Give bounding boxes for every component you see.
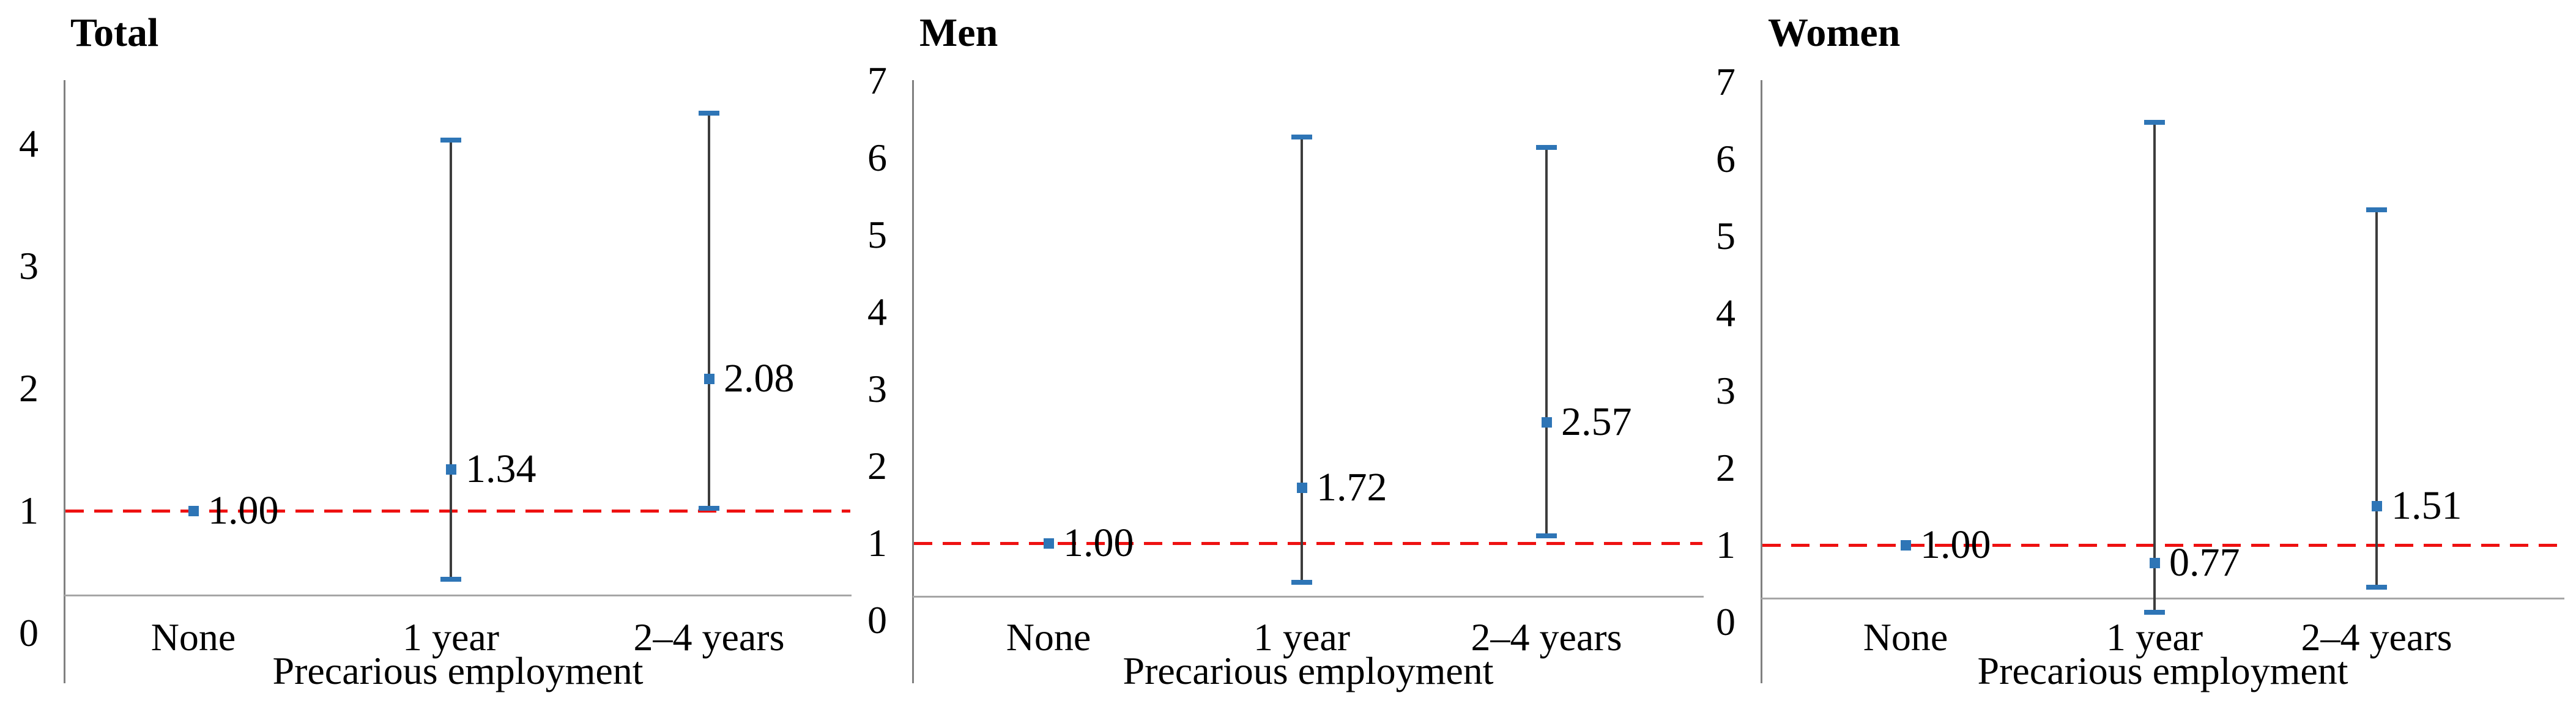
point-marker [188,506,199,516]
y-axis-line [64,80,65,683]
y-tick-label: 0 [19,611,39,655]
point-marker [446,464,456,475]
x-axis-title: Precarious employment [1123,649,1494,692]
y-tick-label: 4 [1716,291,1735,335]
data-label: 1.00 [1920,522,1991,567]
error-bar-cap-bottom [2366,585,2387,590]
panel-title: Women [1768,10,1901,55]
category-label: None [150,615,236,659]
error-bar-cap-bottom [1291,580,1312,585]
panel-title: Men [919,10,998,55]
error-bar-line [2375,210,2378,587]
y-tick-label: 1 [19,489,39,532]
y-tick-label: 3 [19,244,39,287]
x-axis-line [913,596,1704,598]
reference-line [65,510,850,513]
y-tick-label: 4 [867,290,887,333]
error-bar-cap-bottom [2144,610,2165,615]
data-label: 0.77 [2169,540,2240,585]
x-axis-title: Precarious employment [1977,649,2348,692]
y-tick-label: 6 [1716,137,1735,180]
y-axis-line [912,80,914,683]
category-label: 2–4 years [2301,615,2452,659]
y-tick-label: 7 [867,59,887,102]
error-bar-line [2153,122,2156,612]
point-marker [1901,540,1911,551]
x-axis-title: Precarious employment [272,649,644,692]
y-tick-label: 5 [867,213,887,256]
error-bar-line [1301,137,1303,582]
error-bar-line [1545,147,1548,536]
y-tick-label: 2 [867,444,887,488]
y-tick-label: 2 [19,366,39,410]
x-axis-line [1761,598,2564,599]
error-bar-cap-top [1291,135,1312,139]
error-bar-cap-top [699,111,719,116]
category-label: 1 year [402,615,500,659]
y-tick-label: 6 [867,136,887,179]
category-label: 1 year [1253,615,1351,659]
point-marker [1297,483,1307,493]
y-tick-label: 3 [1716,369,1735,412]
data-label: 2.57 [1561,399,1632,444]
data-label: 1.34 [466,447,536,491]
error-bar-cap-top [2366,207,2387,212]
category-label: None [1006,615,1091,659]
error-bar-cap-top [440,138,461,143]
data-label: 2.08 [724,356,795,401]
point-marker [2372,501,2382,511]
data-label: 1.51 [2391,483,2462,528]
error-bar-cap-bottom [440,577,461,582]
y-tick-label: 0 [867,598,887,642]
point-marker [2150,558,2160,568]
category-label: None [1863,615,1948,659]
error-bar-cap-top [1536,145,1557,150]
y-tick-label: 1 [867,521,887,565]
y-tick-label: 2 [1716,446,1735,489]
error-bar-cap-bottom [1536,533,1557,538]
panel-title: Total [70,10,159,55]
y-tick-label: 7 [1716,60,1735,103]
point-marker [704,374,715,384]
error-bar-cap-top [2144,120,2165,125]
data-label: 1.00 [208,488,279,533]
data-label: 1.00 [1063,521,1134,565]
y-tick-label: 5 [1716,214,1735,258]
category-label: 1 year [2106,615,2203,659]
error-bar-cap-bottom [699,506,719,511]
point-marker [1542,417,1552,428]
y-tick-label: 0 [1716,600,1735,643]
point-marker [1044,538,1054,549]
category-label: 2–4 years [1471,615,1622,659]
error-bar-line [450,140,452,579]
reference-line [1762,544,2563,547]
data-label: 1.72 [1316,465,1387,510]
reference-line [914,542,1702,545]
x-axis-line [64,595,852,596]
y-tick-label: 1 [1716,523,1735,566]
error-bar-line [708,113,710,508]
category-label: 2–4 years [633,615,785,659]
y-axis-line [1761,80,1762,683]
y-tick-label: 4 [19,122,39,165]
y-tick-label: 3 [867,367,887,410]
